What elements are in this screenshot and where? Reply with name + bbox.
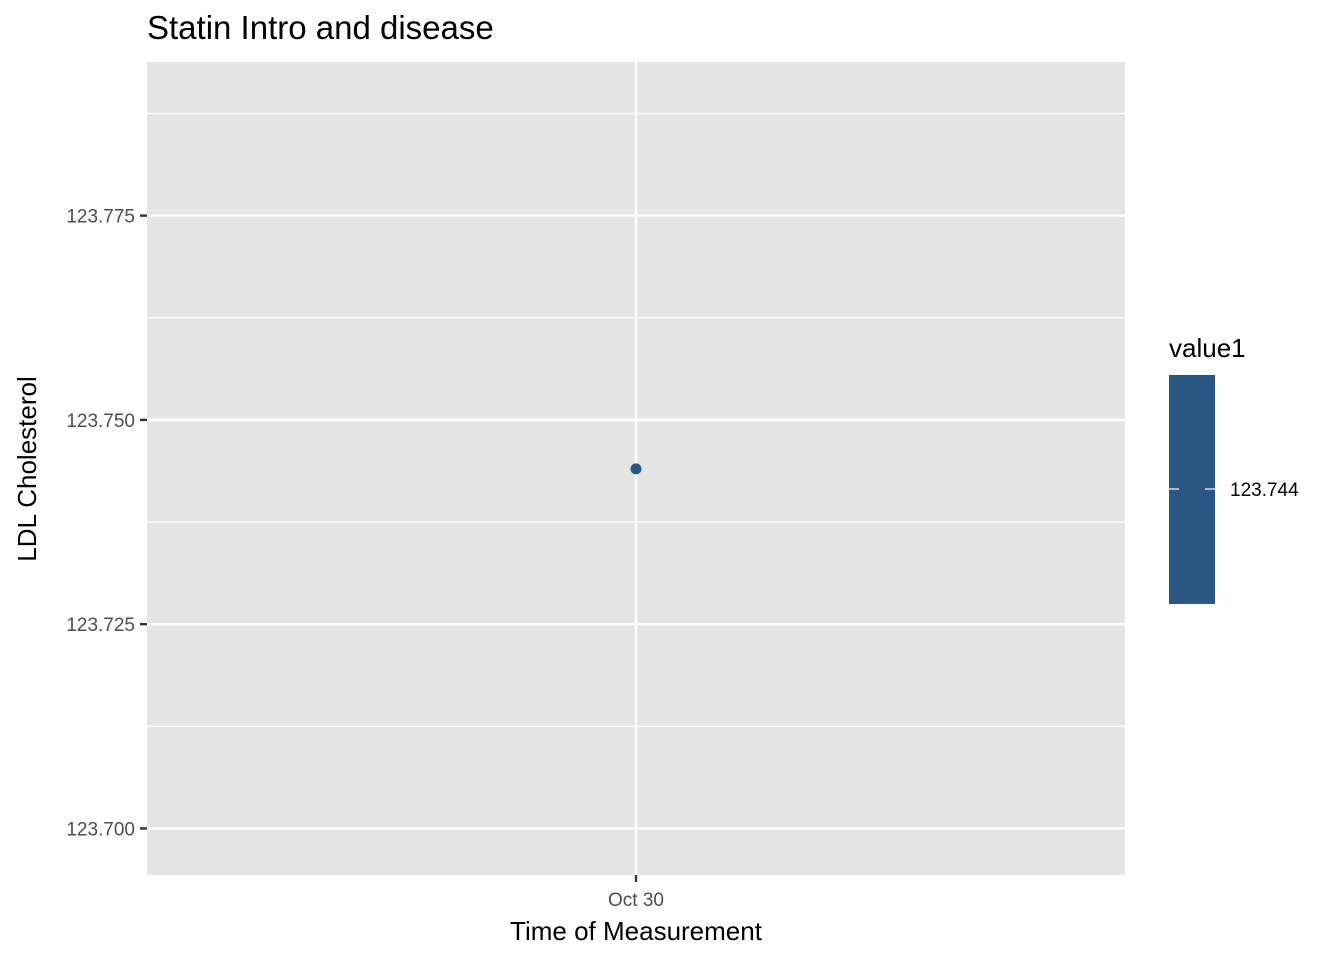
x-tick-label-0: Oct 30 [608, 890, 664, 911]
legend-label: 123.744 [1230, 480, 1299, 501]
x-axis: Oct 30 [608, 875, 664, 911]
legend-title: value1 [1169, 333, 1246, 363]
chart-title: Statin Intro and disease [147, 9, 494, 46]
y-tick-label-0: 123.700 [66, 819, 135, 840]
y-tick-label-1: 123.725 [66, 615, 135, 636]
y-axis: 123.700 123.725 123.750 123.775 [66, 207, 147, 840]
data-point-0 [630, 463, 642, 475]
y-tick-label-2: 123.750 [66, 411, 135, 432]
legend: value1 123.744 [1169, 333, 1299, 604]
x-axis-title: Time of Measurement [510, 916, 763, 946]
y-tick-label-3: 123.775 [66, 207, 135, 228]
data-points [630, 463, 642, 475]
y-axis-title: LDL Cholesterol [12, 376, 42, 561]
